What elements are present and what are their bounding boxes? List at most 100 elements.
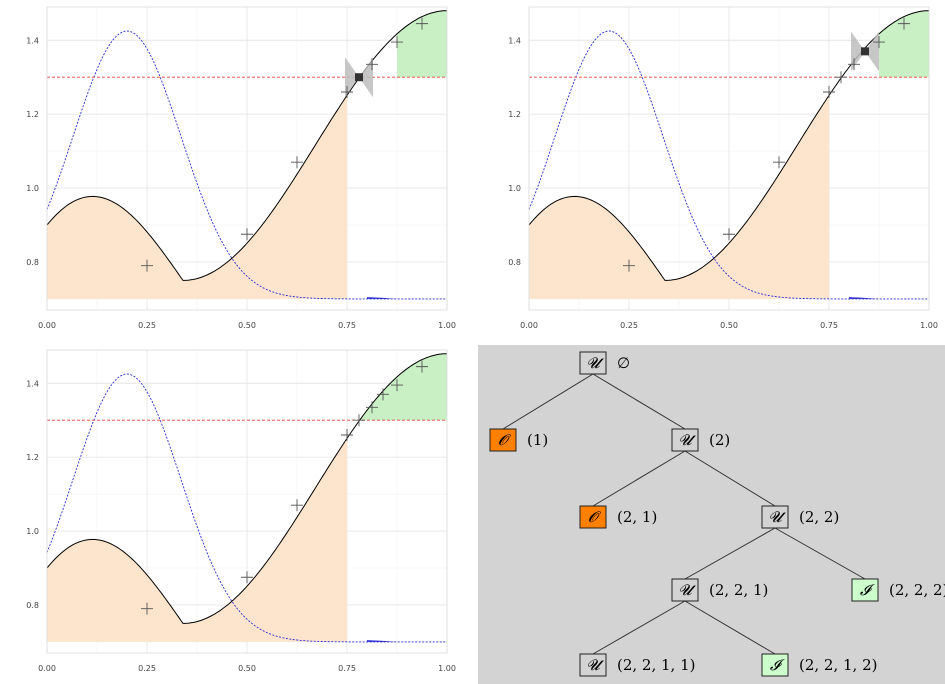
y-tick-label: 1.2 (26, 453, 39, 462)
x-tick-label: 0.25 (138, 321, 156, 330)
tree-background (478, 345, 945, 684)
tree-node-label: (1) (527, 431, 548, 449)
excursion-region (879, 10, 929, 78)
x-tick-label: 0.50 (238, 664, 256, 673)
sample-point (377, 388, 389, 401)
x-tick-label: 0.00 (520, 321, 538, 330)
tree-node-label: (2, 2, 1, 2) (799, 656, 878, 674)
x-tick-label: 0.75 (338, 664, 356, 673)
x-tick-label: 0.25 (138, 664, 156, 673)
tree-node: 𝓞 (2, 1) (579, 505, 657, 529)
tree-node-box (851, 578, 879, 602)
candidate-point (861, 47, 869, 56)
tree-node-box (671, 578, 699, 602)
tree-node-box (579, 505, 607, 529)
tree-edge (684, 527, 776, 580)
tree-edge (592, 600, 686, 655)
y-tick-label: 0.8 (26, 601, 39, 610)
x-tick-label: 0.75 (338, 321, 356, 330)
tree-node: 𝓘 (2, 2, 1, 2) (761, 653, 878, 677)
y-tick-label: 0.8 (508, 258, 521, 267)
y-tick-label: 1.4 (26, 36, 39, 45)
sample-point (141, 259, 153, 272)
y-tick-label: 0.8 (26, 258, 39, 267)
candidate-bowtie (345, 57, 373, 98)
plot-border (46, 349, 448, 654)
tree-node: 𝓘 (2, 2, 2) (851, 578, 945, 602)
chart-panel-top-left: 0.00 0.25 0.50 0.75 1.00 0.8 1.0 1.2 1.4 (26, 6, 456, 330)
tree-node-box (579, 351, 607, 375)
x-tick-label: 1.00 (438, 664, 456, 673)
y-tick-label: 1.4 (508, 36, 521, 45)
y-tick-label: 1.0 (26, 527, 39, 536)
sample-point (341, 85, 353, 98)
sample-point (353, 414, 365, 427)
tree-edge (774, 527, 866, 580)
excursion-region (359, 353, 447, 422)
tree-node-label: (2, 2) (799, 508, 839, 526)
sample-point (241, 571, 253, 584)
sample-point (141, 602, 153, 615)
tree-node: 𝓤 (2) (671, 428, 730, 452)
candidate-bowtie (851, 31, 879, 72)
tree-node: 𝓤 (2, 2, 1) (671, 578, 768, 602)
tree-node-label: ∅ (617, 354, 630, 372)
y-tick-label: 1.2 (508, 110, 521, 119)
sample-point (873, 36, 885, 49)
sample-point (291, 156, 303, 169)
tree-node: 𝓤 ∅ (579, 351, 630, 375)
x-tick-label: 0.50 (720, 321, 738, 330)
x-tick-label: 1.00 (920, 321, 938, 330)
x-tick-label: 0.75 (820, 321, 838, 330)
tree-node-box (761, 505, 789, 529)
y-tick-label: 1.2 (26, 110, 39, 119)
tree-node-label: (2, 2, 1) (709, 581, 768, 599)
y-tick-label: 1.0 (508, 184, 521, 193)
excursion-region (397, 10, 447, 78)
chart-panel-top-right: 0.00 0.25 0.50 0.75 1.00 0.8 1.0 1.2 1.4 (508, 6, 938, 330)
tree-node-label: (2, 1) (617, 508, 657, 526)
x-tick-label: 0.50 (238, 321, 256, 330)
x-tick-label: 1.00 (438, 321, 456, 330)
sample-point (416, 17, 428, 30)
sample-point (341, 428, 353, 441)
plot-border (46, 6, 448, 311)
tree-node-label: (2) (709, 431, 730, 449)
sample-point (366, 58, 378, 71)
variance-curve (528, 30, 929, 300)
y-tick-label: 1.0 (26, 184, 39, 193)
sample-point (391, 36, 403, 49)
candidate-point (355, 73, 363, 82)
sample-point (366, 401, 378, 414)
sample-point (835, 71, 847, 84)
sample-point (623, 259, 635, 272)
sample-point (898, 17, 910, 30)
tree-edge (592, 373, 686, 430)
x-tick-label: 0.25 (620, 321, 638, 330)
sample-point (391, 379, 403, 392)
mean-curve (46, 10, 447, 281)
sample-point (773, 156, 785, 169)
tree-node: 𝓤 (2, 2, 1, 1) (579, 653, 696, 677)
tree-node-label: (2, 2, 1, 1) (617, 656, 696, 674)
tree-node-box (761, 653, 789, 677)
variance-curve (46, 373, 447, 643)
binary-tree-diagram: 𝓤 ∅ 𝓞 (1) 𝓤 (2) 𝓞 (2, 1) 𝓤 (2, 2) 𝓤 (2, 2, 1) 𝓘 (2, 2… (478, 345, 945, 684)
sample-point (291, 499, 303, 512)
tree-edge (684, 450, 776, 507)
sample-point (723, 228, 735, 241)
x-tick-label: 0.00 (38, 321, 56, 330)
shaded-region (47, 95, 347, 299)
tree-edge (502, 373, 594, 430)
tree-node-box (489, 428, 517, 452)
shaded-region (47, 438, 347, 642)
chart-panel-bottom-left: 0.00 0.25 0.50 0.75 1.00 0.8 1.0 1.2 1.4 (26, 349, 456, 673)
tree-node: 𝓞 (1) (489, 428, 548, 452)
sample-point (416, 360, 428, 373)
tree-node: 𝓤 (2, 2) (761, 505, 839, 529)
x-tick-label: 0.00 (38, 664, 56, 673)
y-tick-label: 1.4 (26, 379, 39, 388)
sample-point (823, 85, 835, 98)
plot-border (528, 6, 930, 311)
shaded-region (529, 95, 829, 299)
